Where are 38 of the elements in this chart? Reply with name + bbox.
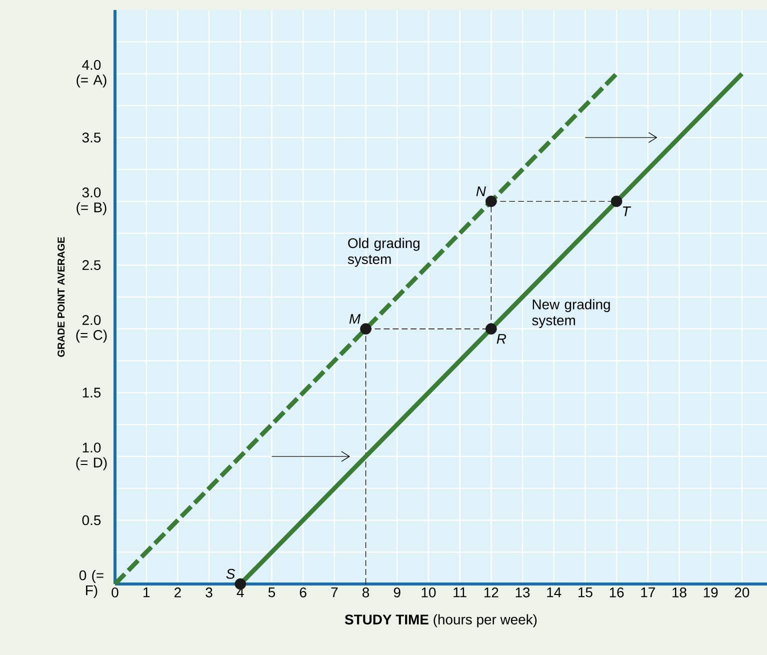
x-tick-label: 8 xyxy=(362,588,370,598)
x-tick-label: 5 xyxy=(268,588,276,598)
x-axis-title: STUDY TIME (hours per week) xyxy=(344,614,537,628)
x-tick-label: 15 xyxy=(578,588,592,598)
annotation: Old grading system xyxy=(348,238,420,267)
y-tick-label: 4.0 (= A) xyxy=(76,60,106,88)
y-tick-label: 2.5 xyxy=(82,260,101,270)
y-tick-label: 1.0 (= D) xyxy=(76,442,107,470)
annotation: N xyxy=(476,186,486,196)
annotation: R xyxy=(496,334,506,344)
y-tick-label: 3.0 (= B) xyxy=(76,188,106,216)
x-tick-label: 19 xyxy=(704,588,718,598)
x-tick-label: 6 xyxy=(300,588,306,598)
x-tick-label: 20 xyxy=(734,588,750,598)
x-tick-label: 16 xyxy=(610,588,624,598)
x-tick-label: 17 xyxy=(641,588,655,598)
y-tick-label: 0 (= F) xyxy=(79,570,104,598)
x-tick-label: 2 xyxy=(174,588,181,598)
x-tick-label: 13 xyxy=(516,588,530,598)
y-tick-label: 1.5 xyxy=(82,388,101,398)
annotation: New grading system xyxy=(532,299,610,328)
annotation: M xyxy=(349,314,361,324)
y-axis-title: GRADE POINT AVERAGE xyxy=(58,237,65,357)
x-tick-label: 3 xyxy=(206,588,212,598)
x-tick-label: 18 xyxy=(672,588,686,598)
annotation: T xyxy=(622,206,632,216)
x-tick-label: 10 xyxy=(422,588,436,598)
x-tick-label: 1 xyxy=(144,588,150,598)
x-tick-label: 14 xyxy=(547,588,562,598)
x-tick-label: 11 xyxy=(454,588,466,598)
x-tick-label: 12 xyxy=(484,588,498,598)
x-tick-label: 7 xyxy=(331,588,338,598)
y-tick-label: 2.0 (= C) xyxy=(76,315,107,343)
x-tick-label: 9 xyxy=(394,588,400,598)
y-tick-label: 0.5 xyxy=(82,515,101,526)
y-tick-label: 3.5 xyxy=(82,132,101,142)
x-tick-label: 0 xyxy=(112,588,118,598)
annotation: S xyxy=(226,568,236,579)
